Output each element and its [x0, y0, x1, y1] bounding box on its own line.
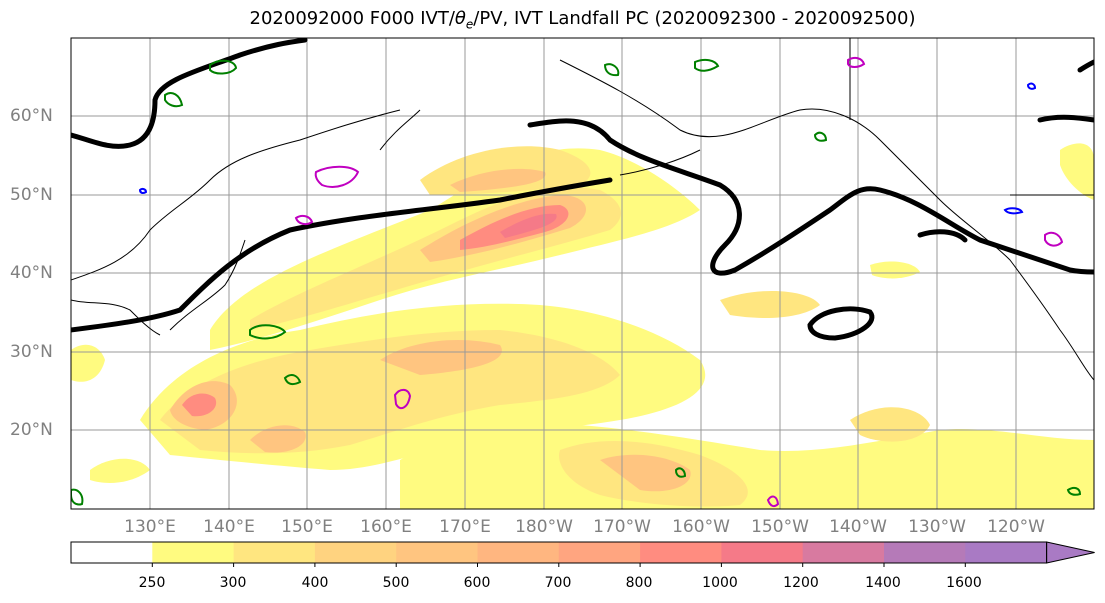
lon-tick: 180°W	[515, 517, 573, 537]
lon-tick: 130°W	[908, 517, 966, 537]
title-prefix: 2020092000 F000 IVT/	[249, 8, 455, 29]
colorbar-label: 400	[301, 575, 329, 591]
colorbar-segment	[802, 542, 885, 563]
lon-tick: 120°W	[987, 517, 1045, 537]
ivt-sub-typhoon-800	[182, 393, 217, 417]
ivt-south-patch	[850, 407, 930, 442]
pv-contour-8	[1066, 486, 1082, 496]
coast-north-america	[559, 59, 1094, 381]
colorbar-label: 250	[138, 575, 166, 591]
pv-contour-7	[813, 131, 828, 142]
landfall-contour-east	[527, 118, 1094, 276]
minor-contour-1	[1003, 207, 1024, 215]
ivt-patch-southwest	[90, 458, 150, 483]
coast-kamchatka	[379, 109, 421, 151]
colorbar-segment	[477, 542, 560, 563]
theta-e-contour-3	[847, 56, 866, 68]
minor-contours	[138, 82, 1037, 215]
lat-tick: 40°N	[10, 263, 53, 283]
title-suffix: /PV, IVT Landfall PC (2020092300 - 20200…	[473, 8, 916, 29]
ivt-south-500	[600, 454, 691, 492]
lon-tick: 150°E	[281, 517, 333, 537]
pv-contour-3	[249, 324, 287, 340]
pv-contour-5	[694, 58, 720, 72]
colorbar-label: 1600	[946, 575, 982, 591]
theta-e-contour-6	[294, 214, 314, 226]
colorbar-segment	[71, 542, 153, 563]
colorbar-label: 300	[219, 575, 247, 591]
landfall-contour-ne	[1037, 114, 1094, 123]
theta-e-contour-4	[1044, 231, 1064, 247]
lat-tick: 30°N	[10, 342, 53, 362]
minor-contour-2	[1026, 82, 1037, 90]
minor-contour-3	[138, 187, 148, 195]
ivt-sub-core-c	[380, 340, 502, 375]
pv-contour-9	[674, 467, 687, 478]
colorbar-segment	[884, 542, 966, 563]
lon-tick: 150°W	[751, 517, 809, 537]
lon-tick: 130°E	[124, 517, 176, 537]
colorbar-segment	[721, 542, 804, 563]
colorbar-segment	[314, 542, 397, 563]
lon-tick: 160°E	[360, 517, 412, 537]
pv-contour-1	[209, 59, 238, 75]
ivt-band-north-top-inner	[450, 168, 546, 192]
theta-e-contour-5	[766, 495, 780, 508]
lon-tick: 160°W	[672, 517, 730, 537]
landfall-contour-loop	[807, 306, 875, 341]
landfall-contour-northwest	[71, 38, 308, 149]
coast-korea	[71, 299, 161, 336]
ivt-patch-west	[71, 344, 105, 382]
colorbar-segment	[233, 542, 316, 563]
lat-tick: 60°N	[10, 106, 53, 126]
colorbar-label: 1000	[702, 575, 738, 591]
colorbar-label: 500	[382, 575, 410, 591]
theta-e-contours	[294, 56, 1064, 508]
pv-contours	[71, 58, 1082, 506]
pv-contour-6	[603, 63, 620, 77]
theta-e-contour-2	[393, 388, 412, 410]
coast-asia-north	[71, 109, 401, 281]
landfall-contour-main	[71, 177, 613, 333]
title-theta: θ	[454, 8, 466, 29]
colorbar-segment	[152, 542, 235, 563]
lon-tick: 140°W	[829, 517, 887, 537]
lon-tick: 170°E	[439, 517, 491, 537]
ivt-patch-east-2	[870, 261, 920, 279]
landfall-contour-short	[917, 229, 968, 243]
lat-tick: 50°N	[10, 185, 53, 205]
ivt-band-north-1000	[500, 213, 557, 238]
colorbar-label: 1400	[865, 575, 901, 591]
ivt-patch-east-3	[1060, 143, 1094, 200]
pv-contour-4	[283, 374, 302, 386]
ivt-south-250	[400, 423, 1094, 509]
colorbar-label: 600	[463, 575, 491, 591]
map-frame	[70, 37, 1095, 510]
ivt-sub-300	[160, 330, 620, 454]
theta-e-contour-1	[314, 165, 360, 188]
colorbar-label: 700	[544, 575, 572, 591]
colorbar	[70, 541, 1095, 567]
lat-tick: 20°N	[10, 420, 53, 440]
pv-contour-2	[164, 92, 184, 108]
lon-tick: 140°E	[203, 517, 255, 537]
map-content	[71, 38, 1094, 509]
colorbar-extend-arrow	[1046, 541, 1095, 564]
ivt-patch-east-1	[720, 290, 820, 318]
lon-tick: 170°W	[593, 517, 651, 537]
pv-contour-10	[71, 488, 84, 506]
map-title: 2020092000 F000 IVT/θe/PV, IVT Landfall …	[0, 8, 1105, 32]
colorbar-segment	[558, 542, 641, 563]
colorbar-segment	[640, 542, 722, 563]
ivt-fill	[71, 143, 1094, 509]
grid-lines	[71, 38, 1094, 509]
colorbar-segment	[396, 542, 478, 563]
colorbar-label: 1200	[783, 575, 819, 591]
ivt-sub-core-b	[250, 425, 306, 453]
title-theta-sub: e	[465, 17, 474, 32]
colorbar-label: 800	[625, 575, 653, 591]
colorbar-segment	[965, 542, 1048, 563]
